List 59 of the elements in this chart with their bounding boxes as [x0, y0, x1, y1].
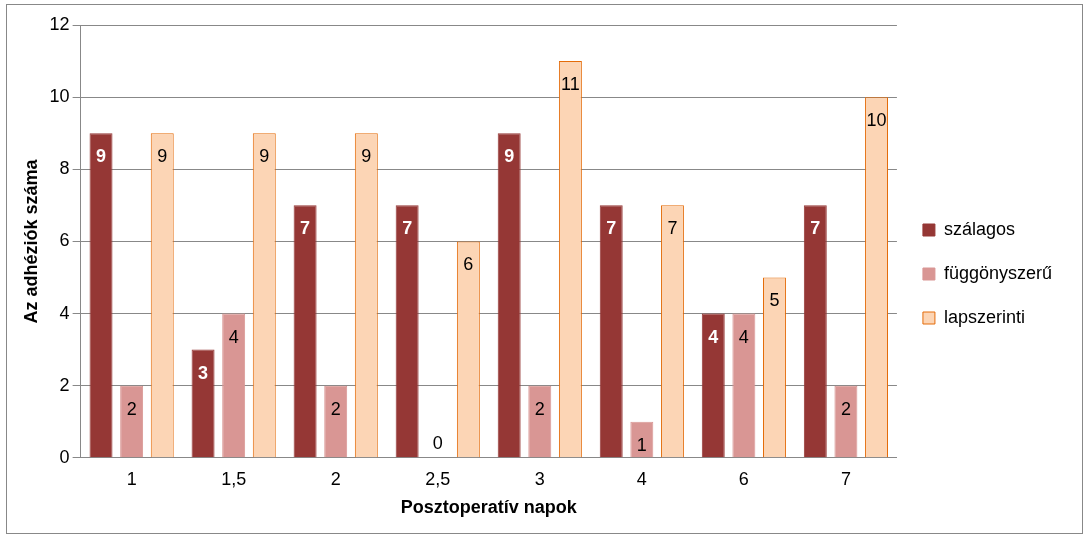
bar: [497, 133, 521, 458]
data-label: 10: [866, 110, 887, 131]
data-label: 0: [432, 432, 443, 453]
y-tick-label: 0: [59, 446, 70, 467]
data-label: 7: [402, 218, 413, 239]
data-label: 5: [769, 290, 780, 311]
y-axis-title: Az adhéziók száma: [20, 158, 41, 324]
data-label: 9: [361, 146, 372, 167]
legend-label: függönyszerű: [943, 262, 1053, 283]
bar: [599, 205, 623, 458]
bar: [834, 385, 858, 458]
data-label: 4: [228, 326, 239, 347]
bar: [732, 313, 756, 458]
data-label: 7: [606, 218, 617, 239]
x-tick-label: 1: [126, 468, 137, 489]
data-label: 1: [636, 434, 647, 455]
bar: [191, 349, 215, 458]
x-tick-label: 2,5: [425, 468, 451, 489]
bar: [222, 313, 246, 458]
y-tick-label: 12: [49, 13, 70, 34]
data-label: 11: [561, 74, 580, 95]
x-tick-label: 7: [840, 468, 851, 489]
bar: [293, 205, 317, 458]
x-tick-label: 2: [330, 468, 341, 489]
x-tick-label: 1,5: [221, 468, 247, 489]
data-label: 6: [463, 254, 474, 275]
x-tick-label: 6: [738, 468, 749, 489]
bar: [701, 313, 725, 458]
bar: [395, 205, 419, 458]
y-tick-label: 10: [49, 86, 70, 107]
data-label: 9: [504, 146, 515, 167]
data-label: 2: [840, 398, 851, 419]
data-label: 3: [198, 362, 209, 383]
data-label: 4: [738, 326, 749, 347]
data-label: 4: [708, 326, 719, 347]
legend-label: lapszerinti: [943, 306, 1025, 327]
data-label: 9: [259, 146, 270, 167]
bar: [89, 133, 113, 458]
x-tick-label: 4: [636, 468, 647, 489]
x-axis-title: Posztoperatív napok: [400, 497, 578, 518]
legend-label: szálagos: [943, 218, 1015, 239]
bar: [120, 385, 144, 458]
bar: [803, 205, 827, 458]
data-label: 9: [96, 146, 107, 167]
data-label: 7: [667, 218, 678, 239]
data-label: 2: [534, 398, 545, 419]
data-label: 7: [300, 218, 311, 239]
data-label: 7: [810, 218, 821, 239]
y-tick-label: 6: [59, 230, 70, 251]
bar: [630, 421, 654, 458]
y-tick-label: 2: [59, 374, 70, 395]
x-tick-label: 3: [534, 468, 545, 489]
bar: [324, 385, 348, 458]
data-label: 2: [330, 398, 341, 419]
y-tick-label: 8: [59, 158, 70, 179]
bar: [528, 385, 552, 458]
y-tick-label: 4: [59, 302, 70, 323]
data-label: 9: [157, 146, 168, 167]
data-label: 2: [126, 398, 137, 419]
